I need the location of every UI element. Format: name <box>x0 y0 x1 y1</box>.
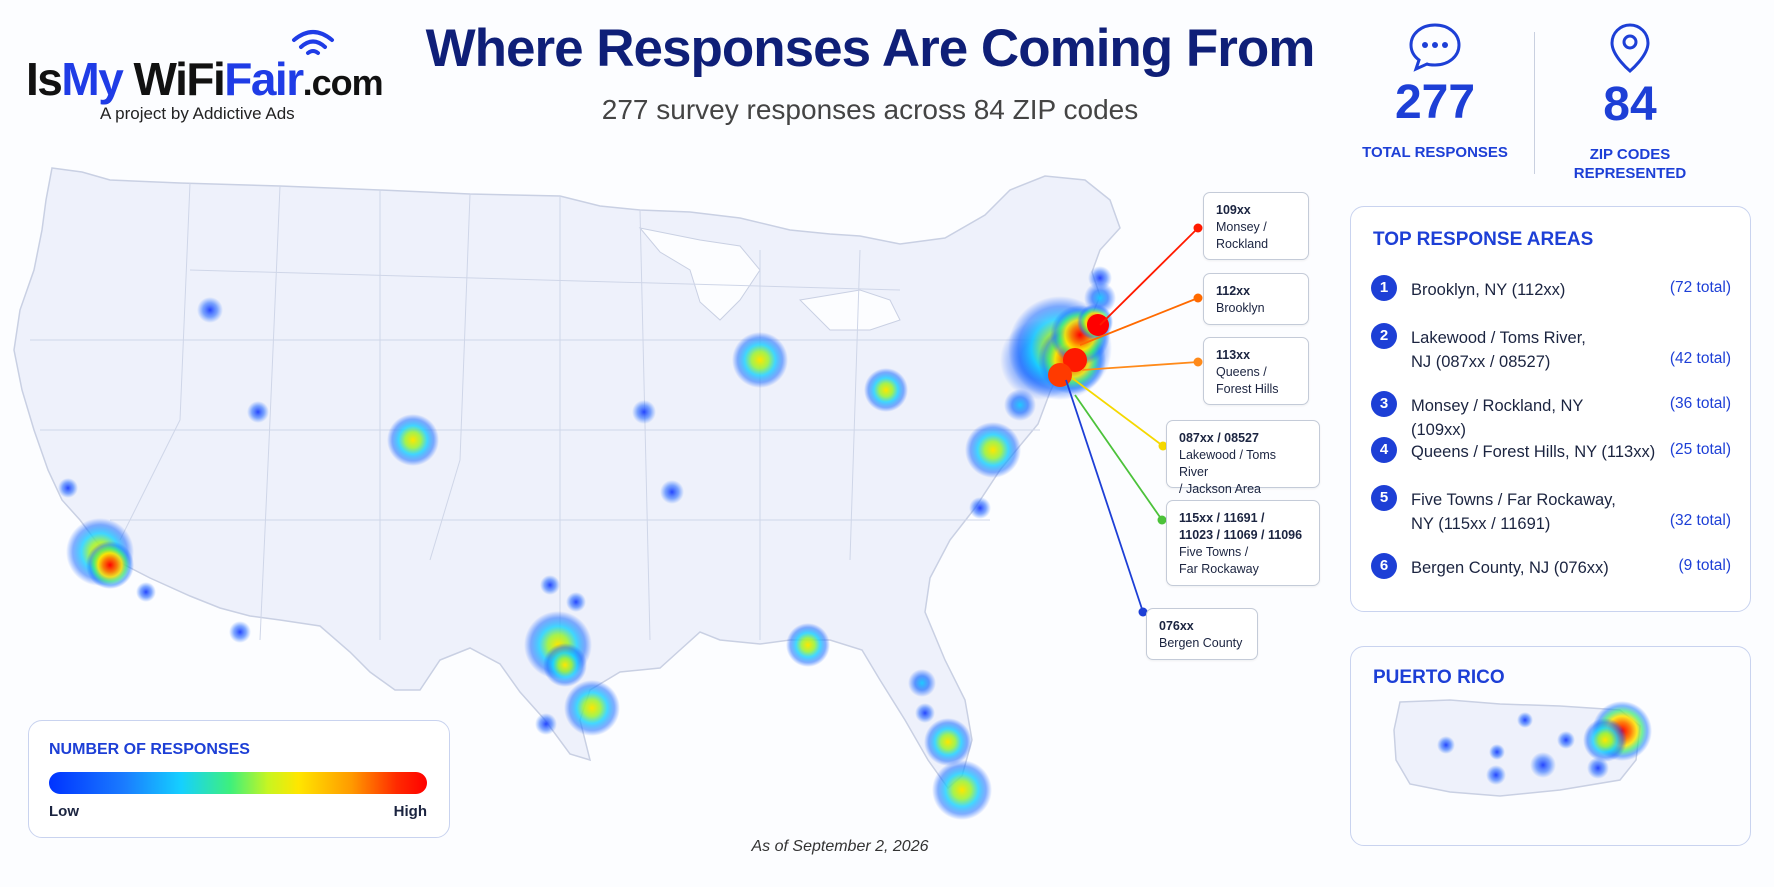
callout-place-line2: Forest Hills <box>1216 382 1279 396</box>
callout-brooklyn: 112xx Brooklyn <box>1203 273 1309 325</box>
callout-place-line1: Bergen County <box>1159 636 1243 650</box>
callout-dots <box>1138 223 1203 617</box>
as-of-date: As of September 2, 2026 <box>751 838 929 855</box>
rank-badge: 4 <box>1371 437 1397 463</box>
area-total: (25 total) <box>1669 441 1731 458</box>
area-name-line1: Five Towns / Far Rockaway, <box>1411 491 1616 509</box>
total-responses-stat: 277 TOTAL RESPONSES <box>1340 22 1530 162</box>
location-pin-icon <box>1610 23 1650 73</box>
area-name-line2: NJ (087xx / 08527) <box>1411 353 1551 371</box>
callout-place-line1: Lakewood / Toms River <box>1179 448 1277 479</box>
callout-place-line1: Brooklyn <box>1216 301 1265 315</box>
top-response-areas-card: TOP RESPONSE AREAS 1 Brooklyn, NY (112xx… <box>1350 206 1751 612</box>
area-name: Monsey / Rockland, NY (109xx) <box>1411 397 1584 439</box>
zip-codes-label-line2: REPRESENTED <box>1573 165 1687 182</box>
stats-divider <box>1534 32 1535 174</box>
rank-badge: 3 <box>1371 391 1397 417</box>
area-row: 5 Five Towns / Far Rockaway, NY (115xx / … <box>1371 485 1731 533</box>
callout-code-line2: 11023 / 11069 / 11096 <box>1179 528 1303 542</box>
rank-badge: 1 <box>1371 275 1397 301</box>
heat-layer <box>58 266 1116 820</box>
logo-tagline: A project by Addictive Ads <box>100 104 295 123</box>
callout-lakewood: 087xx / 08527 Lakewood / Toms River / Ja… <box>1166 420 1320 496</box>
rank-badge: 5 <box>1371 485 1397 511</box>
callout-place-line2: Far Rockaway <box>1179 562 1259 576</box>
puerto-rico-title: PUERTO RICO <box>1373 667 1505 688</box>
callout-code: 076xx <box>1159 619 1194 633</box>
callout-code: 113xx <box>1216 348 1251 362</box>
zip-codes-value: 84 <box>1603 78 1657 131</box>
area-row: 2 Lakewood / Toms River, NJ (087xx / 0852… <box>1371 323 1731 371</box>
legend-high-label: High <box>393 803 427 820</box>
legend-title: NUMBER OF RESPONSES <box>49 741 250 758</box>
area-total: (9 total) <box>1678 557 1731 574</box>
total-responses-value: 277 <box>1394 76 1476 129</box>
callout-code: 109xx <box>1216 203 1251 217</box>
total-responses-label: TOTAL RESPONSES <box>1362 144 1508 161</box>
area-total: (42 total) <box>1669 350 1731 367</box>
legend: NUMBER OF RESPONSES Low High <box>28 720 450 838</box>
logo-wordmark: IsMy WiFiFair.com <box>26 53 384 105</box>
legend-low-label: Low <box>49 803 79 820</box>
callout-place-line1: Queens / <box>1216 365 1267 379</box>
callout-code: 087xx / 08527 <box>1179 431 1259 445</box>
puerto-rico-landmass <box>1393 699 1641 797</box>
callout-queens: 113xx Queens / Forest Hills <box>1203 337 1309 405</box>
callout-place-line1: Monsey / <box>1216 220 1267 234</box>
callout-place-line1: Five Towns / <box>1179 545 1249 559</box>
top-areas-title: TOP RESPONSE AREAS <box>1373 229 1594 250</box>
callout-place-line2: Rockland <box>1216 237 1269 251</box>
chat-bubble-icon <box>1409 23 1461 72</box>
area-row: 3 Monsey / Rockland, NY (109xx) (36 tota… <box>1371 391 1731 439</box>
area-name: Brooklyn, NY (112xx) <box>1411 281 1566 299</box>
zip-codes-label-line1: ZIP CODES <box>1589 146 1671 163</box>
area-row: 6 Bergen County, NJ (076xx) (9 total) <box>1371 553 1731 579</box>
callout-monsey: 109xx Monsey / Rockland <box>1203 192 1309 260</box>
page-title: Where Responses Are Coming From <box>425 19 1316 78</box>
wifi-icon <box>292 30 334 55</box>
area-total: (32 total) <box>1669 512 1731 529</box>
area-name-line2: NY (115xx / 11691) <box>1411 515 1551 533</box>
area-name: Bergen County, NJ (076xx) <box>1411 559 1609 577</box>
logo: IsMy WiFiFair.com A project by Addictive… <box>26 22 406 132</box>
rank-badge: 6 <box>1371 553 1397 579</box>
callout-code: 115xx / 11691 / <box>1179 511 1265 525</box>
area-name: Queens / Forest Hills, NY (113xx) <box>1411 443 1656 461</box>
area-total: (36 total) <box>1669 395 1731 412</box>
area-name-line1: Lakewood / Toms River, <box>1411 329 1586 347</box>
callout-five-towns: 115xx / 11691 / 11023 / 11069 / 11096 Fi… <box>1166 500 1320 586</box>
area-row: 1 Brooklyn, NY (112xx) (72 total) <box>1371 275 1731 301</box>
area-total: (72 total) <box>1669 279 1731 296</box>
legend-gradient-bar <box>49 772 427 794</box>
area-row: 4 Queens / Forest Hills, NY (113xx) (25 … <box>1371 437 1731 463</box>
us-landmass <box>13 167 1121 790</box>
callout-bergen: 076xx Bergen County <box>1146 608 1258 660</box>
rank-badge: 2 <box>1371 323 1397 349</box>
callout-leaders <box>1065 227 1199 613</box>
callout-code: 112xx <box>1216 284 1251 298</box>
page-subtitle: 277 survey responses across 84 ZIP codes <box>601 94 1139 125</box>
puerto-rico-card: PUERTO RICO <box>1350 646 1751 846</box>
zip-codes-stat: 84 ZIP CODES REPRESENTED <box>1540 22 1720 183</box>
callout-place-line2: / Jackson Area <box>1179 482 1261 496</box>
